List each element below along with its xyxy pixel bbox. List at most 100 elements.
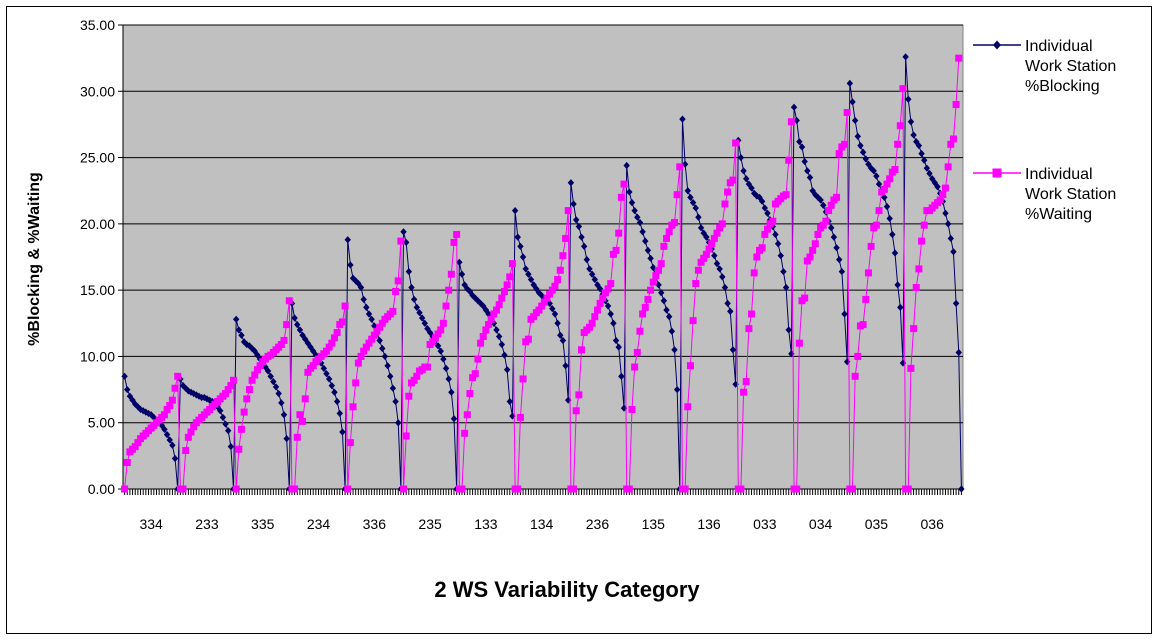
data-point — [378, 319, 386, 327]
data-point — [384, 362, 391, 370]
data-point — [782, 191, 790, 199]
data-point — [368, 335, 376, 343]
data-point — [437, 347, 444, 355]
data-point — [338, 318, 346, 326]
data-point — [894, 140, 902, 148]
data-point — [498, 340, 506, 349]
data-point — [854, 132, 862, 140]
data-point — [331, 388, 338, 396]
data-point — [333, 397, 341, 406]
data-point — [126, 392, 134, 400]
data-point — [426, 328, 434, 337]
data-point — [578, 346, 586, 354]
data-point — [801, 294, 809, 302]
data-point — [846, 79, 854, 87]
data-point — [445, 286, 453, 294]
data-point — [915, 265, 923, 273]
data-point — [955, 54, 963, 62]
data-point — [235, 445, 243, 453]
data-point — [575, 222, 583, 231]
data-point — [169, 441, 176, 449]
data-point — [891, 249, 899, 257]
data-point — [618, 372, 625, 380]
data-point — [915, 142, 923, 150]
data-point — [949, 135, 957, 143]
x-category-label: 034 — [809, 516, 833, 532]
data-point — [583, 256, 591, 264]
data-point — [772, 230, 779, 239]
data-point — [862, 295, 870, 303]
data-point — [410, 376, 418, 384]
data-point — [394, 277, 402, 285]
data-point — [437, 326, 445, 334]
data-point — [322, 347, 330, 355]
data-point — [780, 267, 787, 276]
data-point — [458, 270, 466, 278]
data-point — [883, 203, 891, 211]
data-point — [586, 265, 593, 273]
data-point — [803, 257, 811, 265]
data-point — [163, 431, 171, 439]
data-point — [896, 122, 904, 130]
data-point — [628, 405, 636, 413]
data-point — [918, 149, 925, 158]
data-point — [947, 234, 954, 243]
data-point — [710, 234, 718, 242]
data-point — [753, 192, 761, 200]
data-point — [886, 214, 893, 223]
x-category-label: 133 — [474, 516, 498, 532]
data-point — [857, 142, 864, 150]
data-point — [905, 95, 912, 103]
data-point — [580, 242, 588, 250]
data-point — [875, 180, 883, 188]
data-point — [527, 275, 535, 284]
data-point — [243, 340, 250, 349]
data-point — [947, 140, 955, 148]
data-point — [647, 286, 655, 294]
data-point — [516, 413, 524, 421]
data-point — [562, 362, 569, 370]
data-point — [230, 376, 238, 384]
data-point — [514, 485, 522, 493]
data-point — [339, 428, 346, 436]
data-point — [471, 370, 479, 378]
data-point — [477, 339, 485, 347]
data-point — [302, 335, 309, 343]
data-point — [796, 138, 803, 146]
data-point — [681, 485, 689, 493]
data-point — [293, 433, 301, 441]
data-point — [769, 217, 777, 225]
data-point — [161, 425, 168, 433]
data-point — [182, 447, 190, 455]
data-point — [719, 273, 726, 281]
data-point — [841, 140, 849, 148]
data-point — [245, 386, 253, 394]
data-point — [296, 326, 304, 334]
data-point — [376, 336, 383, 345]
data-point — [883, 180, 891, 188]
data-point — [522, 265, 529, 273]
data-point — [370, 331, 378, 339]
data-point — [872, 221, 880, 229]
data-point — [809, 246, 817, 254]
data-point — [280, 337, 288, 345]
data-point — [864, 269, 872, 277]
data-point — [535, 289, 543, 297]
data-point — [729, 176, 737, 184]
data-point — [737, 485, 745, 493]
data-point — [907, 118, 915, 126]
x-category-label: 235 — [418, 516, 442, 532]
data-point — [785, 156, 793, 164]
data-point — [423, 363, 431, 371]
data-point — [278, 399, 285, 407]
data-point — [763, 225, 771, 233]
data-point — [609, 250, 617, 258]
data-point — [445, 375, 452, 383]
data-point — [251, 347, 258, 355]
data-point — [854, 352, 862, 360]
data-point — [400, 228, 407, 236]
data-point — [227, 382, 235, 390]
data-point — [880, 185, 888, 193]
data-point — [448, 388, 455, 396]
data-point — [519, 253, 527, 261]
